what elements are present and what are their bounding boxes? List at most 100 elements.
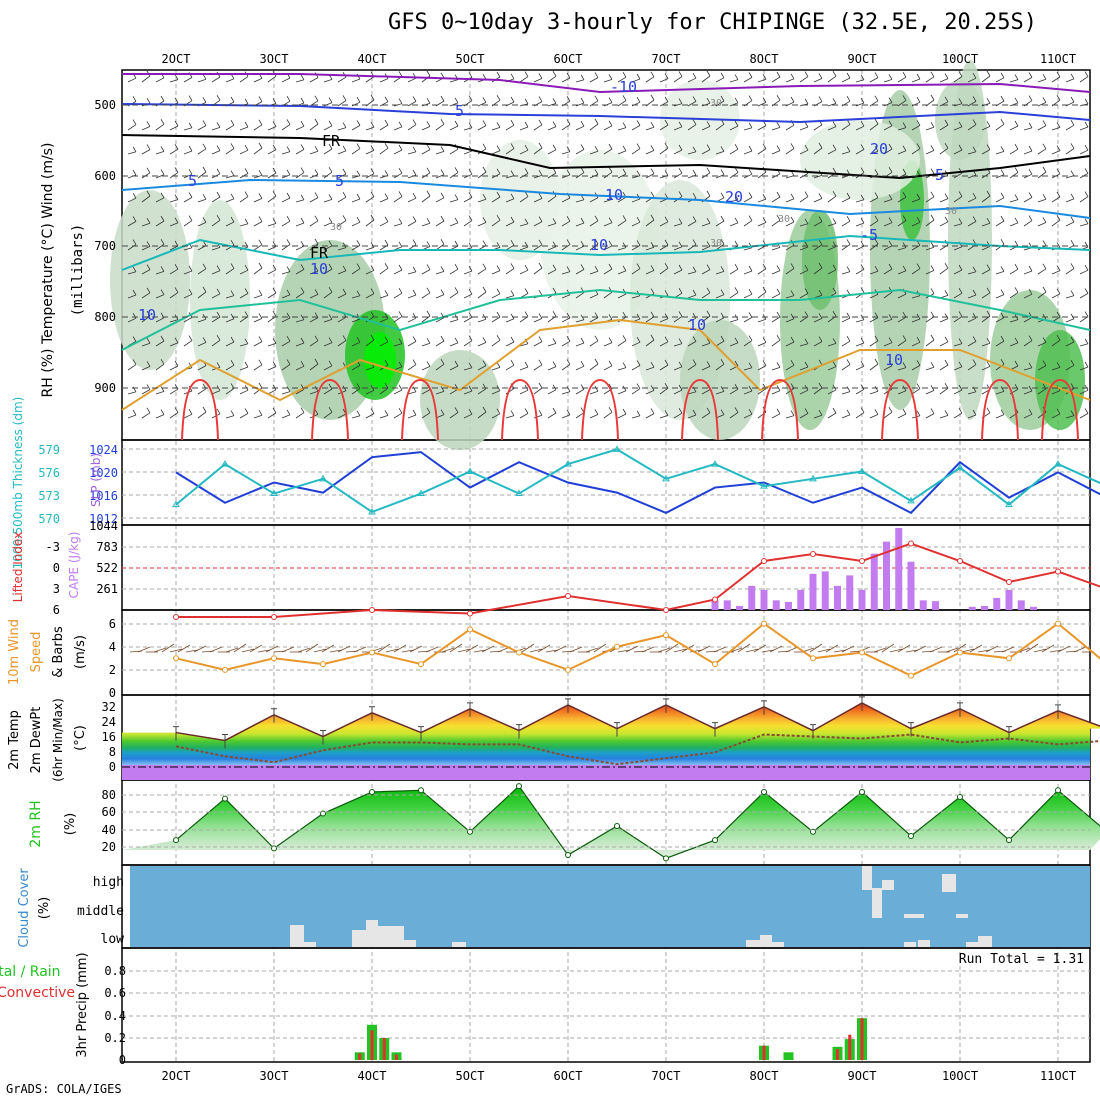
wind-barb [603, 263, 613, 275]
wind-barb [267, 190, 277, 203]
wind-barb [729, 407, 739, 419]
wind-barb [897, 145, 907, 155]
chart-title: GFS 0~10day 3-hourly for CHIPINGE (32.5E… [388, 10, 1038, 35]
wind-barb [421, 361, 431, 371]
thickness-point [613, 445, 621, 452]
wind-barb [925, 121, 935, 131]
surface-wind-barb [537, 644, 551, 653]
cloud-block [760, 935, 772, 947]
wind-barb [379, 193, 389, 203]
wind-barb [169, 287, 179, 299]
wind-barb [869, 358, 879, 371]
wind-barb [337, 288, 347, 299]
wind-barb [939, 410, 949, 419]
wind-barb [813, 216, 823, 227]
wind-barb [771, 94, 781, 107]
wind-barb [365, 214, 375, 227]
precip-total-bar [783, 1052, 794, 1060]
thickness-axis-label-text: 1000-500mb Thickness (dm) [11, 397, 25, 570]
temp-minmax-bar [1055, 704, 1061, 719]
precip-legend-total: Total / Rain [0, 964, 61, 980]
date-label-bottom: 11OCT [1040, 1069, 1076, 1083]
wind-barb [897, 408, 907, 419]
wind-barb [463, 168, 473, 179]
wind-barb [141, 167, 151, 179]
wind-barb [351, 240, 361, 251]
cape-axis-label-text: CAPE (J/kg) [67, 532, 81, 599]
humidity-shading [802, 210, 838, 310]
wind-barb [309, 358, 319, 371]
precip-convective-bar [762, 1045, 766, 1060]
cape-bar [711, 600, 719, 610]
wind-barb [995, 215, 1005, 227]
wind-barb [771, 265, 781, 275]
cloud-block [366, 920, 378, 947]
wind-barb [309, 215, 319, 227]
wind-barb [267, 218, 277, 227]
contour-label: FR [322, 132, 341, 150]
wind-barb [715, 169, 725, 179]
wind-barb [449, 407, 459, 419]
axis-tick: 0 [109, 760, 116, 774]
wind-barb [211, 334, 221, 347]
wind-barb [561, 335, 571, 347]
wind-barb [491, 334, 501, 347]
wind-barb [421, 310, 431, 323]
wind-barb [435, 335, 445, 347]
wind-barb [995, 266, 1005, 275]
contour-label: 20 [870, 140, 888, 158]
wind-barb [645, 265, 655, 275]
wind-barb [631, 120, 641, 131]
surface-wind-barb [257, 649, 271, 653]
wind-barb [225, 193, 235, 203]
wind-barb [267, 384, 277, 395]
surface-wind-barb [249, 644, 263, 653]
wind-barb [127, 146, 137, 155]
cloud-block [904, 914, 924, 918]
wind-barb [953, 338, 963, 347]
wind-barb [239, 361, 249, 371]
contour-label: 10 [310, 260, 328, 278]
wind-barb [701, 337, 711, 347]
wind-barb [925, 71, 935, 83]
wind-barb [561, 119, 571, 131]
cloud-block [452, 942, 466, 947]
wind-barb [1079, 288, 1089, 299]
wind-barb [281, 289, 291, 299]
cloud-axis-label: Cloud Cover [17, 868, 32, 948]
temp-minmax-bar [761, 700, 767, 715]
wind-barb [729, 337, 739, 347]
cape-bar [895, 527, 903, 610]
wind-barb [1079, 264, 1089, 275]
wind-barb [869, 215, 879, 227]
wind-barb [589, 335, 599, 347]
cape-bar [748, 585, 756, 610]
wind-barb [519, 361, 529, 371]
wind-speed-point [810, 655, 816, 662]
cloud-block [746, 940, 760, 947]
wind-barb [771, 71, 781, 83]
wind-barb [407, 336, 417, 347]
surface-wind-barb [945, 647, 959, 653]
contour-label: 30 [710, 98, 722, 109]
wind-barb [463, 122, 473, 131]
pressure-tick: 700 [94, 239, 116, 253]
contour-label: 10 [590, 236, 608, 254]
date-label-top: 2OCT [162, 52, 191, 66]
date-label-top: 9OCT [848, 52, 877, 66]
wind-barb [1023, 335, 1033, 347]
rh-point [614, 822, 620, 829]
wind-speed-point [418, 661, 424, 668]
wind-barb [491, 362, 501, 371]
wind-barb [911, 336, 921, 347]
wind-barb [491, 385, 501, 395]
surface-wind-barb [1025, 643, 1039, 653]
pressure-tick: 800 [94, 310, 116, 324]
wind-barb [463, 408, 473, 419]
wind-barb [393, 191, 403, 203]
wind-barb [827, 407, 837, 419]
wind-barb [981, 121, 991, 131]
wind-barb [309, 95, 319, 107]
wind-barb [1065, 290, 1075, 299]
wind-barb [925, 168, 935, 179]
